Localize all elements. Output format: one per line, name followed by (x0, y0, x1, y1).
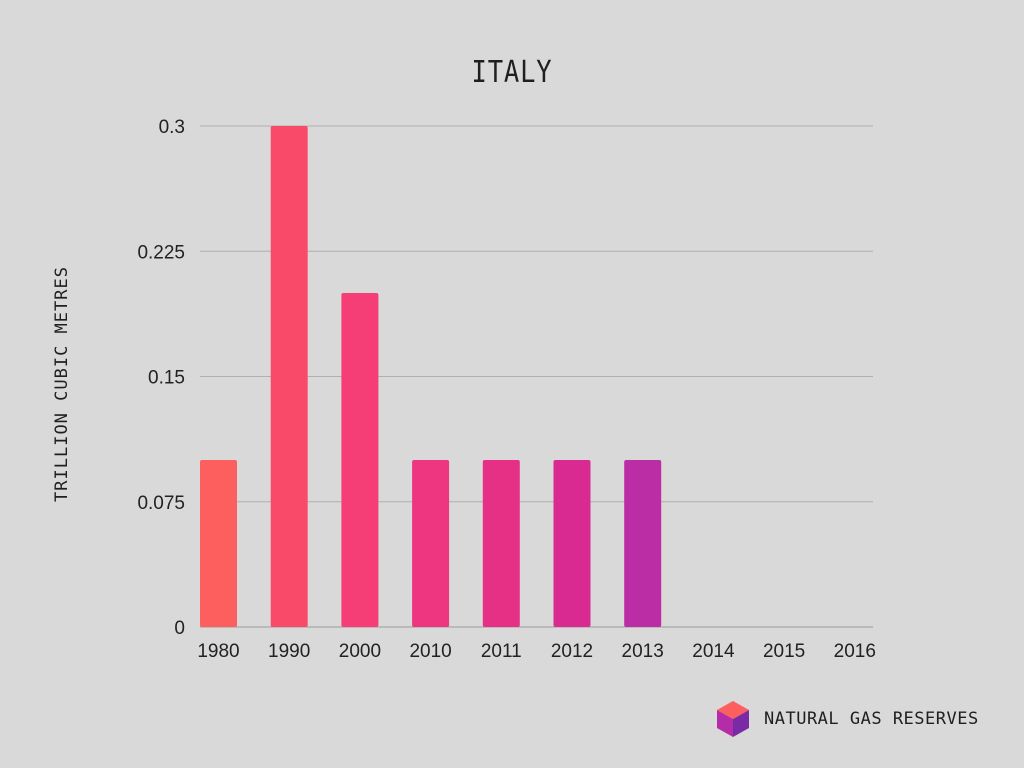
y-tick-labels: 0 0.075 0.15 0.225 0.3 (137, 117, 185, 639)
x-tick-labels: 1980 1990 2000 2010 2011 2012 2013 2014 2015 2016 (197, 641, 876, 662)
y-tick-label: 0.075 (137, 493, 185, 514)
x-tick-label: 1990 (268, 641, 310, 662)
x-tick-label: 2010 (409, 641, 451, 662)
bar-2010 (412, 460, 450, 627)
x-tick-label: 2012 (551, 641, 593, 662)
y-tick-label: 0.15 (148, 368, 185, 389)
x-tick-label: 2015 (763, 641, 805, 662)
x-tick-label: 2013 (622, 641, 664, 662)
bar-2011 (482, 460, 520, 627)
y-tick-label: 0.3 (159, 117, 185, 138)
cube-logo-icon (717, 701, 749, 737)
grid-lines (200, 125, 873, 628)
bar-1990 (270, 126, 308, 627)
brand-label: NATURAL GAS RESERVES (764, 709, 979, 729)
bar-2012 (553, 460, 591, 627)
brand: NATURAL GAS RESERVES (716, 700, 979, 738)
x-tick-label: 2016 (834, 641, 876, 662)
bar-2013 (624, 460, 662, 627)
bar-1980 (200, 460, 237, 627)
bars (200, 126, 662, 627)
x-tick-label: 2000 (339, 641, 381, 662)
chart-title: ITALY (471, 55, 553, 90)
bar-2000 (341, 293, 379, 627)
y-tick-label: 0 (174, 618, 185, 639)
x-tick-label: 2014 (692, 641, 735, 662)
y-tick-label: 0.225 (137, 242, 185, 263)
x-tick-label: 1980 (197, 641, 239, 662)
x-tick-label: 2011 (481, 641, 522, 662)
